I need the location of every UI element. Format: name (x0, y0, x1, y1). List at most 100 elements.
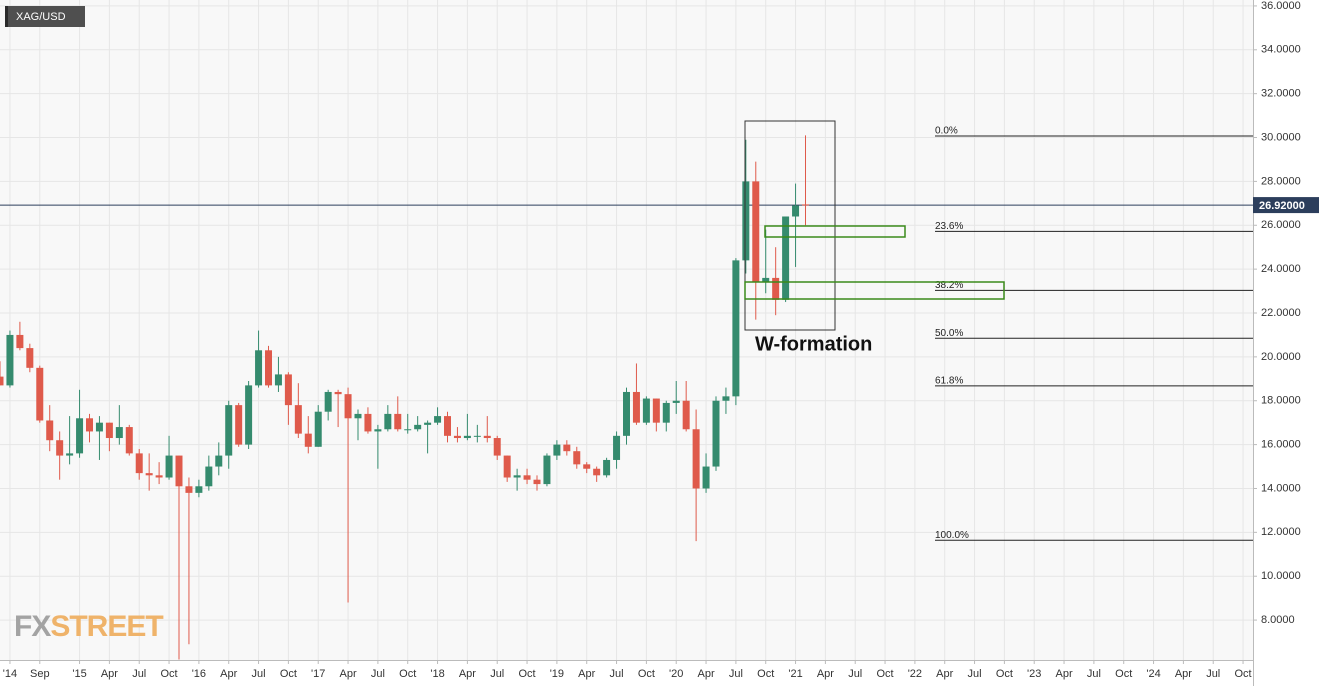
candle-body (762, 277, 770, 283)
candle-body (185, 486, 193, 493)
candle-body (86, 418, 93, 432)
x-tick-label: '18 (430, 668, 444, 680)
chart-title: XAG/USD (16, 11, 66, 23)
candle-body (265, 350, 272, 386)
y-tick-label: 32.0000 (1261, 88, 1301, 100)
x-tick-label: Apr (220, 668, 237, 680)
x-tick-label: '14 (3, 668, 17, 680)
x-tick-label: '17 (311, 668, 325, 680)
candle-body (105, 422, 113, 439)
candle-body (752, 181, 760, 283)
x-tick-label: '15 (72, 668, 86, 680)
candle-body (284, 374, 292, 406)
candle-body (304, 433, 312, 447)
x-tick-label: '19 (550, 668, 564, 680)
candle-body (36, 367, 44, 421)
y-tick-label: 24.0000 (1261, 263, 1301, 275)
candle-body (344, 394, 352, 419)
x-tick-label: Oct (638, 668, 655, 680)
x-tick-label: Jul (729, 668, 743, 680)
x-tick-label: Apr (817, 668, 834, 680)
x-tick-label: '22 (908, 668, 922, 680)
candle-body (473, 435, 481, 437)
candle-body (642, 398, 650, 423)
axes: 8.0000 10.0000 12.0000 14.0000 16.0000 18.000… (3, 0, 1319, 680)
y-tick-label: 20.0000 (1261, 351, 1301, 363)
x-tick-label: Jul (371, 668, 385, 680)
x-tick-label: Jul (252, 668, 266, 680)
candle-body (354, 413, 362, 419)
y-tick-label: 36.0000 (1261, 0, 1301, 12)
x-tick-label: Apr (1175, 668, 1192, 680)
y-tick-label: 14.0000 (1261, 482, 1301, 494)
x-tick-label: Apr (697, 668, 714, 680)
x-tick-label: Jul (1087, 668, 1101, 680)
candle-body (583, 464, 591, 469)
y-tick-label: 16.0000 (1261, 439, 1301, 451)
y-tick-label: 22.0000 (1261, 307, 1301, 319)
candle-body (483, 435, 491, 439)
candle-body (26, 348, 34, 368)
candle-body (682, 400, 690, 430)
candle-body (632, 391, 640, 423)
candle-body (444, 416, 451, 436)
candle-body (115, 427, 123, 439)
candle-body (205, 466, 213, 487)
candle-body (722, 396, 730, 401)
candles (0, 135, 809, 660)
x-tick-label: Apr (101, 668, 118, 680)
fib-label: 23.6% (935, 221, 963, 232)
x-tick-label: Oct (1234, 668, 1251, 680)
candle-body (533, 479, 541, 485)
candle-body (463, 435, 471, 439)
logo: FXSTREET (14, 610, 163, 643)
y-tick-label: 10.0000 (1261, 570, 1301, 582)
candle-body (125, 427, 133, 454)
y-tick-label: 28.0000 (1261, 175, 1301, 187)
candle-body (802, 204, 809, 206)
candle-body (274, 374, 282, 386)
x-tick-label: Apr (936, 668, 953, 680)
candle-body (66, 453, 74, 456)
x-tick-label: '23 (1027, 668, 1041, 680)
candle-body (543, 455, 551, 485)
candle-body (175, 455, 183, 487)
x-tick-label: '24 (1146, 668, 1160, 680)
candle-body (593, 468, 601, 476)
y-tick-label: 30.0000 (1261, 131, 1301, 143)
candle-body (145, 473, 153, 476)
x-tick-label: Oct (1115, 668, 1132, 680)
candle-body (135, 453, 143, 474)
x-tick-label: '16 (192, 668, 206, 680)
candle-body (434, 416, 442, 423)
candle-body (742, 181, 750, 261)
candle-body (165, 455, 173, 478)
candle-body (613, 435, 621, 460)
x-tick-label: Jul (610, 668, 624, 680)
y-tick-label: 26.0000 (1261, 219, 1301, 231)
x-tick-label: Oct (160, 668, 177, 680)
candle-body (652, 398, 660, 423)
zone-box (764, 225, 906, 238)
x-tick-label: Sep (30, 668, 50, 680)
candle-body (0, 376, 4, 386)
fib-label: 38.2% (935, 280, 963, 291)
candle-body (374, 429, 382, 432)
x-tick-label: Apr (459, 668, 476, 680)
candle-body (95, 422, 103, 432)
candle-body (782, 216, 790, 300)
x-tick-label: '21 (788, 668, 802, 680)
candle-body (255, 350, 263, 386)
fib-label: 61.8% (935, 375, 963, 386)
x-tick-label: '20 (669, 668, 683, 680)
y-tick-label: 12.0000 (1261, 526, 1301, 538)
logo-fx: FX (14, 610, 51, 643)
fib-label: 100.0% (935, 530, 969, 541)
candle-body (553, 444, 561, 456)
fib-levels: 0.0% 23.6% 38.2% 50.0% 61.8% 100.0% (0, 126, 1253, 541)
x-tick-label: Oct (757, 668, 774, 680)
x-tick-label: Jul (490, 668, 504, 680)
candle-body (772, 277, 780, 300)
candle-body (384, 413, 392, 430)
